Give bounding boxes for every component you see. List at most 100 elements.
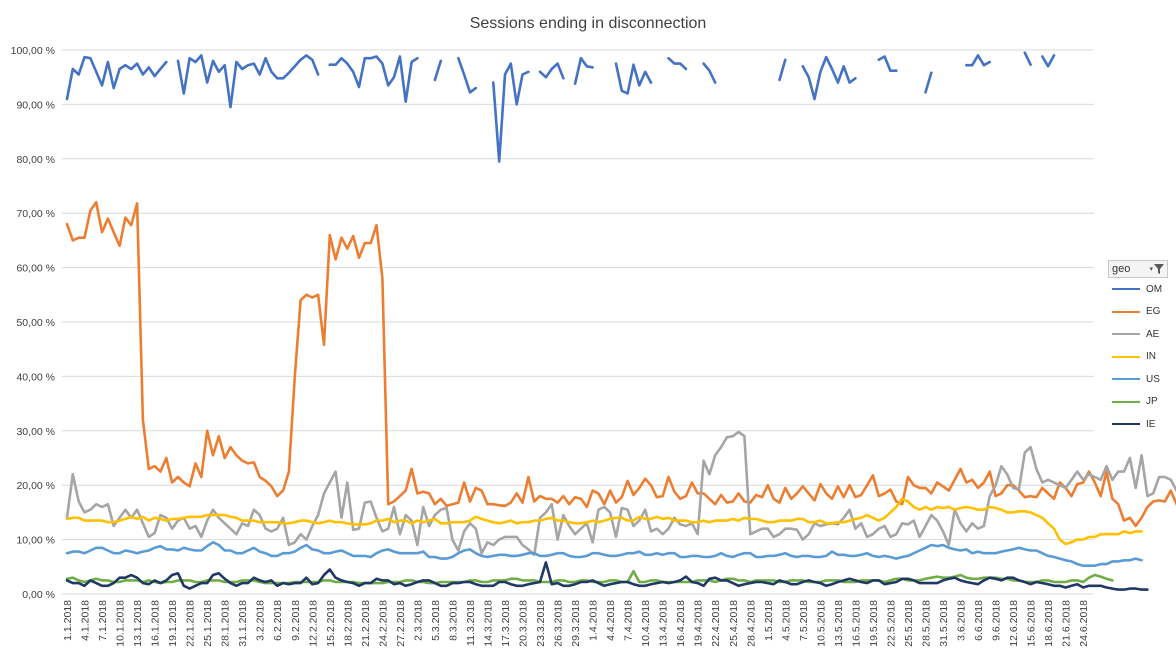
x-tick-label: 24.6.2018 [1078, 600, 1090, 647]
y-tick-label: 80,00 % [16, 154, 55, 166]
legend-item-ae: AE [1108, 323, 1168, 346]
series-line-om [877, 55, 898, 72]
series-lines [65, 51, 1176, 591]
series-line-ie [65, 561, 1149, 591]
y-tick-label: 70,00 % [16, 208, 55, 220]
series-ae [65, 430, 1176, 557]
y-axis-tick-labels: 0,00 % 10,00 % 20,00 % 30,00 % 40,00 % 50,00 … [11, 45, 55, 601]
x-tick-label: 4.1.2018 [80, 600, 92, 641]
x-tick-label: 7.5.2018 [798, 600, 810, 641]
x-tick-label: 17.3.2018 [500, 600, 512, 647]
x-tick-label: 15.2.2018 [325, 600, 337, 647]
x-tick-label: 20.3.2018 [518, 600, 530, 647]
legend-title: geo [1112, 263, 1131, 275]
series-line-om [65, 55, 168, 101]
series-line-om [667, 56, 688, 71]
legend-item-ie: IE [1108, 413, 1168, 436]
legend-swatch [1112, 355, 1140, 358]
chart-title: Sessions ending in disconnection [470, 15, 707, 32]
legend-label: JP [1146, 396, 1158, 408]
legend-swatch [1112, 378, 1140, 381]
x-tick-label: 28.5.2018 [920, 600, 932, 647]
y-tick-label: 100,00 % [11, 45, 55, 57]
series-om [65, 51, 1056, 163]
legend-swatch [1112, 333, 1140, 336]
x-tick-label: 13.4.2018 [658, 600, 670, 647]
x-tick-label: 15.6.2018 [1026, 600, 1038, 647]
x-tick-label: 3.6.2018 [956, 600, 968, 641]
x-tick-label: 18.6.2018 [1043, 600, 1055, 647]
legend-item-us: US [1108, 368, 1168, 391]
series-line-om [1041, 54, 1056, 68]
x-tick-label: 22.5.2018 [885, 600, 897, 647]
series-line-us [65, 540, 1143, 568]
x-tick-label: 29.3.2018 [570, 600, 582, 647]
series-line-om [433, 59, 443, 82]
x-tick-label: 31.5.2018 [938, 600, 950, 647]
series-in [65, 497, 1143, 546]
x-tick-label: 4.4.2018 [605, 600, 617, 641]
x-tick-label: 21.6.2018 [1061, 600, 1073, 647]
x-tick-label: 10.5.2018 [815, 600, 827, 647]
y-tick-label: 30,00 % [16, 426, 55, 438]
x-tick-label: 8.3.2018 [447, 600, 459, 641]
y-tick-label: 20,00 % [16, 480, 55, 492]
y-tick-label: 50,00 % [16, 317, 55, 329]
legend-label: OM [1146, 283, 1163, 295]
x-tick-label: 4.5.2018 [780, 600, 792, 641]
legend-label: AE [1146, 328, 1160, 340]
y-tick-label: 40,00 % [16, 371, 55, 383]
legend-items: OM EG AE IN US JP IE [1108, 278, 1168, 436]
legend-header[interactable]: geo ▾ [1108, 260, 1168, 278]
x-axis-tick-labels: 1.1.2018 4.1.2018 7.1.2018 10.1.2018 13.1.20… [62, 600, 1090, 647]
series-line-om [176, 54, 320, 109]
legend-item-om: OM [1108, 278, 1168, 301]
x-tick-label: 18.2.2018 [342, 600, 354, 647]
x-tick-label: 12.2.2018 [307, 600, 319, 647]
series-line-om [924, 71, 933, 94]
series-line-om [801, 55, 857, 101]
x-tick-label: 16.5.2018 [850, 600, 862, 647]
x-tick-label: 1.5.2018 [763, 600, 775, 641]
y-tick-label: 0,00 % [22, 589, 55, 601]
x-tick-label: 22.1.2018 [185, 600, 197, 647]
series-line-om [491, 62, 530, 163]
x-tick-label: 19.4.2018 [693, 600, 705, 647]
legend-item-eg: EG [1108, 301, 1168, 324]
x-tick-label: 25.4.2018 [728, 600, 740, 647]
x-tick-label: 9.2.2018 [290, 600, 302, 641]
x-tick-label: 6.6.2018 [973, 600, 985, 641]
series-line-ae [65, 430, 1176, 557]
x-tick-label: 13.1.2018 [132, 600, 144, 647]
series-line-om [778, 58, 787, 82]
legend-label: US [1146, 373, 1160, 385]
series-line-om [965, 54, 992, 67]
x-tick-label: 2.3.2018 [412, 600, 424, 641]
x-tick-label: 21.2.2018 [360, 600, 372, 647]
series-line-om [614, 62, 653, 95]
y-tick-label: 60,00 % [16, 263, 55, 275]
x-tick-label: 16.4.2018 [675, 600, 687, 647]
x-tick-label: 12.6.2018 [1008, 600, 1020, 647]
series-line-om [1023, 51, 1032, 66]
x-tick-label: 19.1.2018 [167, 600, 179, 647]
legend-swatch [1112, 310, 1140, 313]
filter-icon[interactable]: ▾ [1149, 264, 1164, 274]
x-tick-label: 27.2.2018 [395, 600, 407, 647]
x-tick-label: 3.2.2018 [255, 600, 267, 641]
series-eg [65, 201, 1176, 528]
x-tick-label: 9.6.2018 [991, 600, 1003, 641]
legend-swatch [1112, 400, 1140, 403]
series-us [65, 540, 1143, 568]
series-line-om [573, 56, 594, 85]
series-line-om [538, 62, 565, 80]
series-line-om [328, 55, 419, 103]
x-tick-label: 14.3.2018 [482, 600, 494, 647]
x-tick-label: 1.1.2018 [62, 600, 74, 641]
series-line-om [702, 62, 717, 84]
x-tick-label: 6.2.2018 [272, 600, 284, 641]
y-tick-label: 10,00 % [16, 535, 55, 547]
legend: geo ▾ OM EG AE IN US JP IE [1108, 260, 1168, 436]
x-tick-label: 13.5.2018 [833, 600, 845, 647]
